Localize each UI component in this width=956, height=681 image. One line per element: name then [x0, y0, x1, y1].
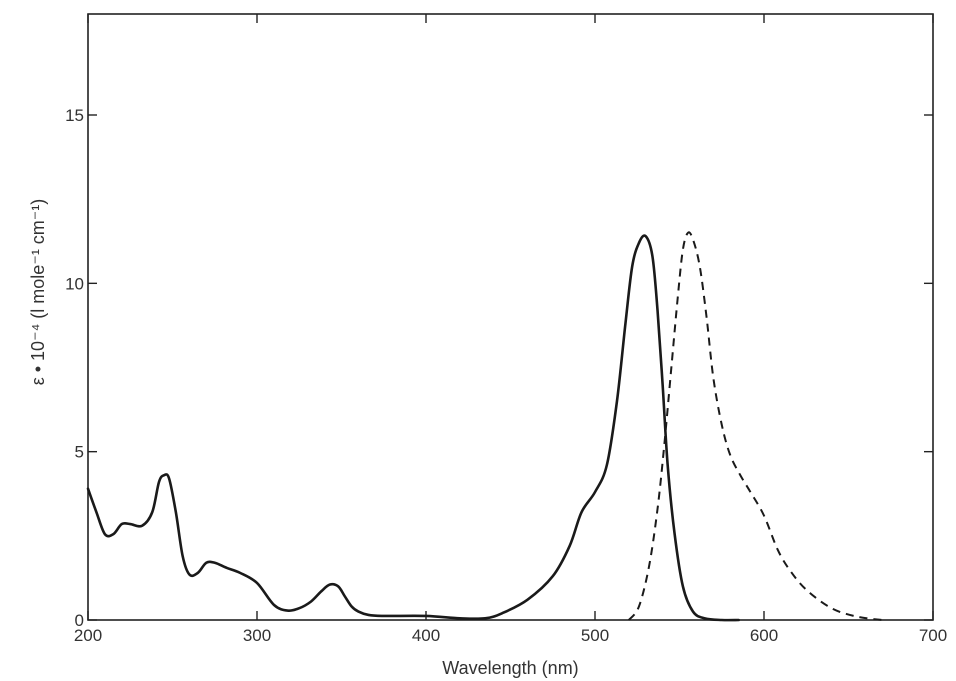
plot-border: [87, 13, 934, 621]
x-tick-label: 600: [750, 626, 778, 645]
y-axis-title: ε • 10⁻⁴ (l mole⁻¹ cm⁻¹): [28, 199, 48, 386]
dashed-series-line: [628, 231, 883, 621]
solid-series-line: [86, 234, 740, 622]
axis-ticks: 200 300 400 500 600 700 0 5 10 15: [65, 14, 947, 645]
x-tick-label: 400: [412, 626, 440, 645]
y-tick-label: 10: [65, 274, 84, 293]
y-tick-label: 15: [65, 106, 84, 125]
y-tick-label: 5: [75, 443, 84, 462]
series-group: [86, 231, 883, 622]
x-axis-title: Wavelength (nm): [442, 658, 578, 678]
x-tick-label: 200: [74, 626, 102, 645]
plot-frame: [87, 13, 934, 621]
y-tick-label: 0: [75, 611, 84, 630]
x-tick-label: 300: [243, 626, 271, 645]
x-tick-label: 500: [581, 626, 609, 645]
x-tick-label: 700: [919, 626, 947, 645]
